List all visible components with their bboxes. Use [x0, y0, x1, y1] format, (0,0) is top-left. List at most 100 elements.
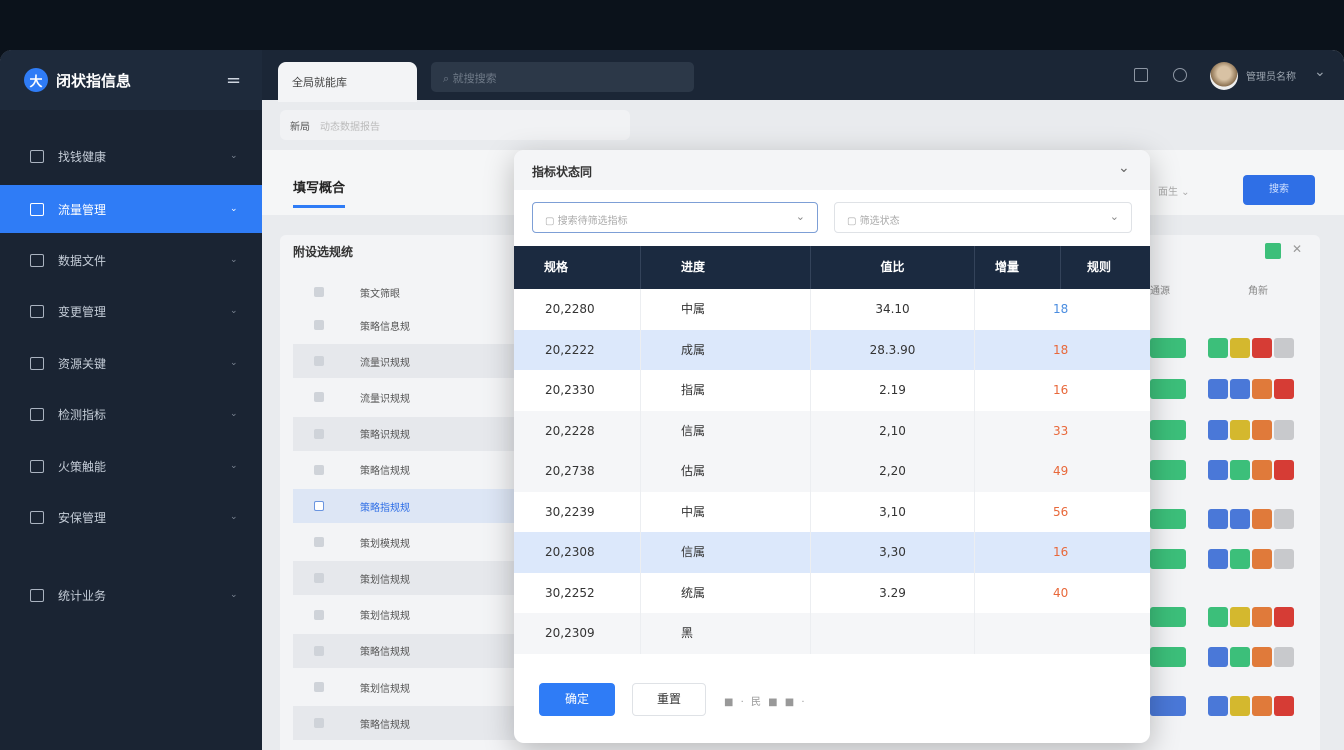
sidebar-item[interactable]: 流量管理 ⌄ [0, 185, 262, 233]
sidebar-item[interactable]: 数据文件 ⌄ [0, 236, 262, 284]
status-square [1274, 460, 1294, 480]
breadcrumb-rest: 动态数据报告 [320, 122, 380, 133]
status-square [1230, 379, 1250, 399]
monitor-icon [30, 304, 44, 318]
table-row[interactable]: 20,2738 估属 2,20 49 [514, 451, 1150, 492]
metric-select[interactable]: ▢ 搜索待筛选指标 ⌄ [532, 202, 818, 233]
table-row[interactable]: 30,2252 统属 3.29 40 [514, 572, 1150, 613]
list-item[interactable]: 策略信规规 [293, 706, 523, 741]
list-item-label: 策划模规规 [360, 538, 410, 550]
list-item[interactable]: 流量识规规 [293, 344, 523, 379]
menu-toggle-icon[interactable]: = [226, 70, 242, 91]
tab-active[interactable]: 全局就能库 [278, 62, 417, 102]
list-item[interactable]: 策划模规规 [293, 525, 523, 559]
cell-id: 20,2228 [514, 410, 641, 451]
chevron-down-icon: ⌄ [1109, 210, 1119, 223]
sidebar-item-label: 安保管理 [58, 510, 107, 525]
sidebar-item[interactable]: 安保管理 ⌄ [0, 493, 262, 541]
list-item[interactable]: 策划信规规 [293, 670, 523, 704]
avatar[interactable] [1210, 62, 1238, 90]
list-item[interactable]: 策划信规规 [293, 598, 523, 632]
reset-button[interactable]: 重置 [632, 683, 706, 716]
select-all-checkbox[interactable] [314, 287, 324, 297]
sidebar-item[interactable]: 统计业务 ⌄ [0, 571, 262, 619]
row-checkbox[interactable] [314, 573, 324, 584]
row-checkbox[interactable] [314, 320, 324, 330]
table-row[interactable]: 20,2330 指属 2.19 16 [514, 370, 1150, 411]
status-square [1208, 647, 1228, 667]
list-item[interactable]: 策略信息规 [293, 308, 523, 342]
layout-icon[interactable] [1134, 68, 1148, 82]
list-item[interactable]: 策划信规规 [293, 561, 523, 596]
column-header[interactable]: 规格 [514, 246, 641, 289]
table-row[interactable]: 20,2308 信属 3,30 16 [514, 532, 1150, 573]
column-header[interactable]: 进度 [641, 246, 811, 289]
list-item[interactable]: 策略指规规 [293, 489, 523, 523]
row-checkbox[interactable] [314, 718, 324, 729]
cell-type: 中属 [641, 289, 811, 330]
list-item[interactable]: 流量识规规 [293, 380, 523, 414]
confirm-icon[interactable] [1265, 243, 1281, 259]
status-row [1150, 696, 1310, 716]
sidebar-item[interactable]: 检测指标 ⌄ [0, 390, 262, 438]
confirm-button[interactable]: 确定 [539, 683, 615, 716]
status-badge [1150, 509, 1186, 529]
sidebar-item[interactable]: 找钱健康 ⌄ [0, 132, 262, 180]
status-select[interactable]: ▢ 筛选状态 ⌄ [834, 202, 1132, 233]
row-checkbox[interactable] [314, 428, 324, 439]
search-placeholder: 就搜搜索 [452, 72, 497, 85]
table-header: 规格 进度 值比 增量 规则 [514, 246, 1150, 289]
cell-type: 信属 [641, 532, 811, 573]
sidebar-item-label: 统计业务 [58, 588, 107, 603]
list-item[interactable]: 策略信规规 [293, 453, 523, 487]
row-checkbox[interactable] [314, 609, 324, 620]
table-row[interactable]: 20,2280 中属 34.10 18 [514, 289, 1150, 330]
status-row [1150, 420, 1310, 440]
breadcrumb-current[interactable]: 新局 [290, 122, 310, 133]
table-row[interactable]: 20,2228 信属 2,10 33 [514, 410, 1150, 451]
list-item-label: 策略识规规 [360, 430, 410, 442]
sidebar-item[interactable]: 变更管理 ⌄ [0, 287, 262, 335]
column-header[interactable]: 值比 [811, 246, 975, 289]
panel-title[interactable]: 填写概合 [293, 181, 346, 196]
tab-underline [293, 205, 345, 208]
row-checkbox[interactable] [314, 392, 324, 403]
list-item[interactable]: 策略识规规 [293, 416, 523, 451]
filter-select[interactable]: 面生 ⌄ [1158, 187, 1190, 198]
cell-value [811, 613, 975, 654]
status-square [1252, 338, 1272, 358]
search-button[interactable]: 搜索 [1243, 175, 1315, 205]
search-input[interactable]: ⌕ 就搜搜索 [431, 62, 694, 92]
table-row[interactable]: 30,2239 中属 3,10 56 [514, 491, 1150, 532]
row-checkbox[interactable] [314, 501, 324, 511]
pagination[interactable]: ■ · 民 ■ ■ · [724, 697, 807, 708]
chevron-down-icon: ⌄ [230, 306, 238, 316]
chevron-down-icon: ⌄ [230, 590, 238, 600]
chevron-down-icon[interactable]: ⌄ [1314, 64, 1326, 80]
dashboard-icon [30, 149, 44, 163]
sidebar-item[interactable]: 火策触能 ⌄ [0, 442, 262, 490]
row-checkbox[interactable] [314, 645, 324, 656]
cell-type: 中属 [641, 491, 811, 532]
column-header[interactable]: 增量 [975, 246, 1061, 289]
user-name[interactable]: 管理员名称 [1246, 72, 1296, 83]
list-item[interactable]: 策略信规规 [293, 633, 523, 668]
close-icon[interactable]: ✕ [1292, 242, 1303, 256]
cell-id: 20,2308 [514, 532, 641, 573]
table-row[interactable]: 20,2309 黑 [514, 613, 1150, 654]
column-header[interactable]: 规则 [1087, 260, 1112, 274]
cell-value: 28.3.90 [811, 329, 975, 370]
sidebar-item[interactable]: 资源关键 ⌄ [0, 339, 262, 387]
cell-type: 估属 [641, 451, 811, 492]
table-row[interactable]: 20,2222 成属 28.3.90 18 [514, 329, 1150, 370]
row-checkbox[interactable] [314, 682, 324, 692]
status-square [1274, 379, 1294, 399]
chevron-down-icon[interactable]: ⌄ [1118, 160, 1130, 176]
row-checkbox[interactable] [314, 356, 324, 367]
list-item-label: 策略信规规 [360, 466, 410, 478]
notification-icon[interactable] [1173, 68, 1187, 82]
row-checkbox[interactable] [314, 464, 324, 475]
row-checkbox[interactable] [314, 537, 324, 548]
list-item-label: 策略信息规 [360, 321, 410, 333]
cell-count: 16 [1053, 545, 1069, 559]
